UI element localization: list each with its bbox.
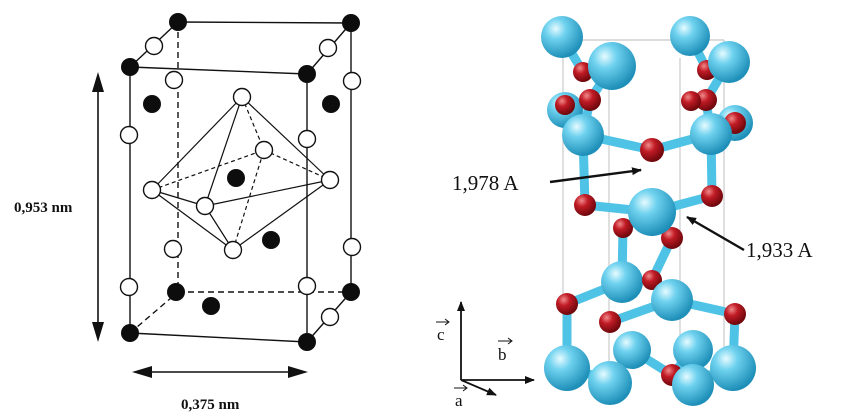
octahedron <box>151 96 331 251</box>
titanium-atoms-back <box>547 16 753 370</box>
svg-text:b: b <box>498 345 507 364</box>
filled-atoms <box>121 13 360 351</box>
bond-length-arrow-2 <box>686 215 745 252</box>
oxygen-atoms <box>555 60 746 386</box>
axis-a-label: a <box>454 384 468 410</box>
ball-and-stick-model: 1,978 A 1,933 A c b a <box>436 16 813 410</box>
bond-length-arrow-1 <box>549 167 642 184</box>
unit-cell-diagram: 0,953 nm 0,375 nm <box>14 13 362 413</box>
axis-b-label: b <box>498 337 513 364</box>
open-atoms <box>119 36 362 327</box>
svg-text:a: a <box>455 391 463 410</box>
bond-length-label-2: 1,933 A <box>746 238 813 262</box>
height-dimension-arrow <box>92 72 104 342</box>
titanium-atoms-front <box>541 16 756 406</box>
unit-cell-edges <box>129 21 352 343</box>
width-dimension-arrow <box>132 366 308 378</box>
axis-c-label: c <box>436 318 450 344</box>
crystal-axes <box>457 301 535 396</box>
width-label: 0,375 nm <box>181 397 240 413</box>
bond-length-label-1: 1,978 A <box>452 171 519 195</box>
svg-text:c: c <box>437 325 445 344</box>
height-label: 0,953 nm <box>14 200 73 216</box>
